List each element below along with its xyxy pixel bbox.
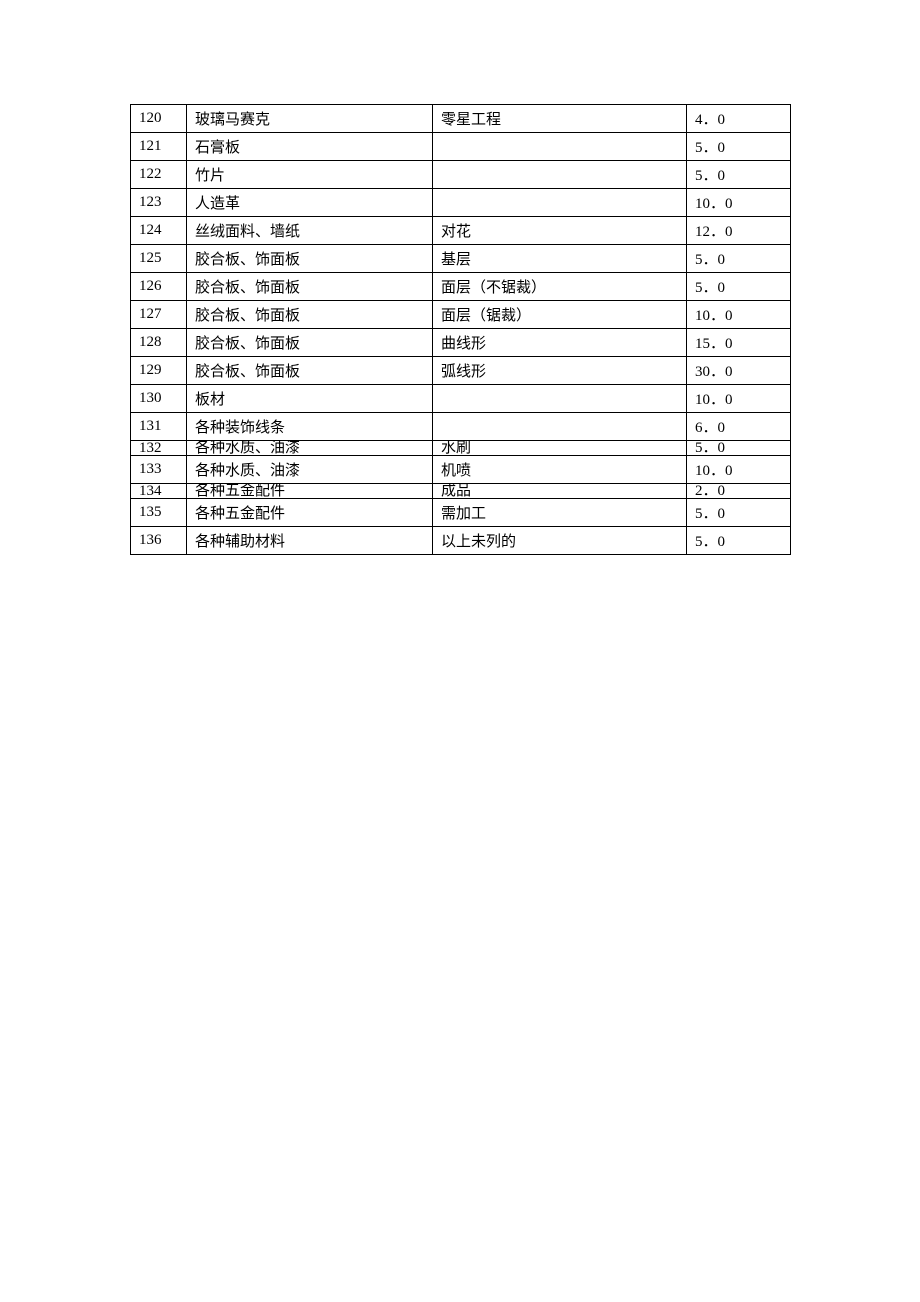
cell-material: 丝绒面料、墙纸	[187, 217, 433, 245]
table-row: 121石膏板 5．0	[131, 133, 791, 161]
cell-material: 板材	[187, 385, 433, 413]
cell-number: 128	[131, 329, 187, 357]
cell-material: 玻璃马赛克	[187, 105, 433, 133]
table-row: 134各种五金配件成品2．0	[131, 484, 791, 499]
cell-number: 121	[131, 133, 187, 161]
cell-material: 各种装饰线条	[187, 413, 433, 441]
cell-material: 胶合板、饰面板	[187, 245, 433, 273]
cell-value: 4．0	[687, 105, 791, 133]
cell-value: 10．0	[687, 385, 791, 413]
cell-number: 122	[131, 161, 187, 189]
cell-description: 以上未列的	[433, 527, 687, 555]
cell-material: 人造革	[187, 189, 433, 217]
cell-value: 5．0	[687, 273, 791, 301]
cell-number: 134	[131, 484, 187, 499]
cell-material: 胶合板、饰面板	[187, 329, 433, 357]
cell-material: 各种五金配件	[187, 499, 433, 527]
table-row: 125胶合板、饰面板基层5．0	[131, 245, 791, 273]
table-row: 136各种辅助材料以上未列的5．0	[131, 527, 791, 555]
cell-value: 5．0	[687, 161, 791, 189]
materials-table-body: 120玻璃马赛克零星工程4．0121石膏板5．0122竹片5．0123人造革10…	[131, 105, 791, 555]
cell-description: 面层（不锯裁）	[433, 273, 687, 301]
cell-description: 曲线形	[433, 329, 687, 357]
table-row: 130板材 10．0	[131, 385, 791, 413]
cell-value: 12．0	[687, 217, 791, 245]
cell-number: 129	[131, 357, 187, 385]
table-row: 133各种水质、油漆机喷10．0	[131, 456, 791, 484]
cell-material: 各种辅助材料	[187, 527, 433, 555]
cell-number: 136	[131, 527, 187, 555]
cell-value: 5．0	[687, 133, 791, 161]
cell-material: 胶合板、饰面板	[187, 357, 433, 385]
cell-value: 30．0	[687, 357, 791, 385]
cell-value: 10．0	[687, 456, 791, 484]
cell-value: 2．0	[687, 484, 791, 499]
materials-table-container: 120玻璃马赛克零星工程4．0121石膏板5．0122竹片5．0123人造革10…	[130, 104, 790, 555]
table-row: 132各种水质、油漆水刷5．0	[131, 441, 791, 456]
table-row: 120玻璃马赛克零星工程4．0	[131, 105, 791, 133]
table-row: 129胶合板、饰面板弧线形30．0	[131, 357, 791, 385]
cell-number: 120	[131, 105, 187, 133]
cell-description	[433, 161, 687, 189]
cell-number: 135	[131, 499, 187, 527]
table-row: 122竹片 5．0	[131, 161, 791, 189]
table-row: 123人造革 10．0	[131, 189, 791, 217]
cell-description	[433, 133, 687, 161]
cell-value: 5．0	[687, 527, 791, 555]
cell-value: 10．0	[687, 301, 791, 329]
cell-number: 133	[131, 456, 187, 484]
cell-material: 竹片	[187, 161, 433, 189]
cell-material: 各种五金配件	[187, 484, 433, 499]
cell-material: 胶合板、饰面板	[187, 301, 433, 329]
table-row: 135各种五金配件需加工5．0	[131, 499, 791, 527]
cell-number: 126	[131, 273, 187, 301]
cell-value: 5．0	[687, 245, 791, 273]
cell-material: 各种水质、油漆	[187, 456, 433, 484]
cell-number: 130	[131, 385, 187, 413]
cell-value: 5．0	[687, 441, 791, 456]
cell-description: 成品	[433, 484, 687, 499]
cell-description: 弧线形	[433, 357, 687, 385]
cell-material: 石膏板	[187, 133, 433, 161]
cell-description: 水刷	[433, 441, 687, 456]
cell-description: 需加工	[433, 499, 687, 527]
table-row: 131各种装饰线条 6．0	[131, 413, 791, 441]
cell-value: 6．0	[687, 413, 791, 441]
cell-description	[433, 385, 687, 413]
table-row: 126胶合板、饰面板面层（不锯裁）5．0	[131, 273, 791, 301]
cell-value: 5．0	[687, 499, 791, 527]
cell-value: 15．0	[687, 329, 791, 357]
cell-number: 127	[131, 301, 187, 329]
materials-table: 120玻璃马赛克零星工程4．0121石膏板5．0122竹片5．0123人造革10…	[130, 104, 791, 555]
cell-value: 10．0	[687, 189, 791, 217]
table-row: 127胶合板、饰面板面层（锯裁）10．0	[131, 301, 791, 329]
cell-material: 胶合板、饰面板	[187, 273, 433, 301]
cell-description: 基层	[433, 245, 687, 273]
cell-number: 123	[131, 189, 187, 217]
cell-description: 零星工程	[433, 105, 687, 133]
cell-number: 124	[131, 217, 187, 245]
cell-description: 面层（锯裁）	[433, 301, 687, 329]
cell-number: 131	[131, 413, 187, 441]
cell-number: 132	[131, 441, 187, 456]
cell-description	[433, 413, 687, 441]
cell-description	[433, 189, 687, 217]
cell-number: 125	[131, 245, 187, 273]
table-row: 128胶合板、饰面板曲线形15．0	[131, 329, 791, 357]
cell-description: 机喷	[433, 456, 687, 484]
table-row: 124丝绒面料、墙纸对花12．0	[131, 217, 791, 245]
cell-material: 各种水质、油漆	[187, 441, 433, 456]
cell-description: 对花	[433, 217, 687, 245]
